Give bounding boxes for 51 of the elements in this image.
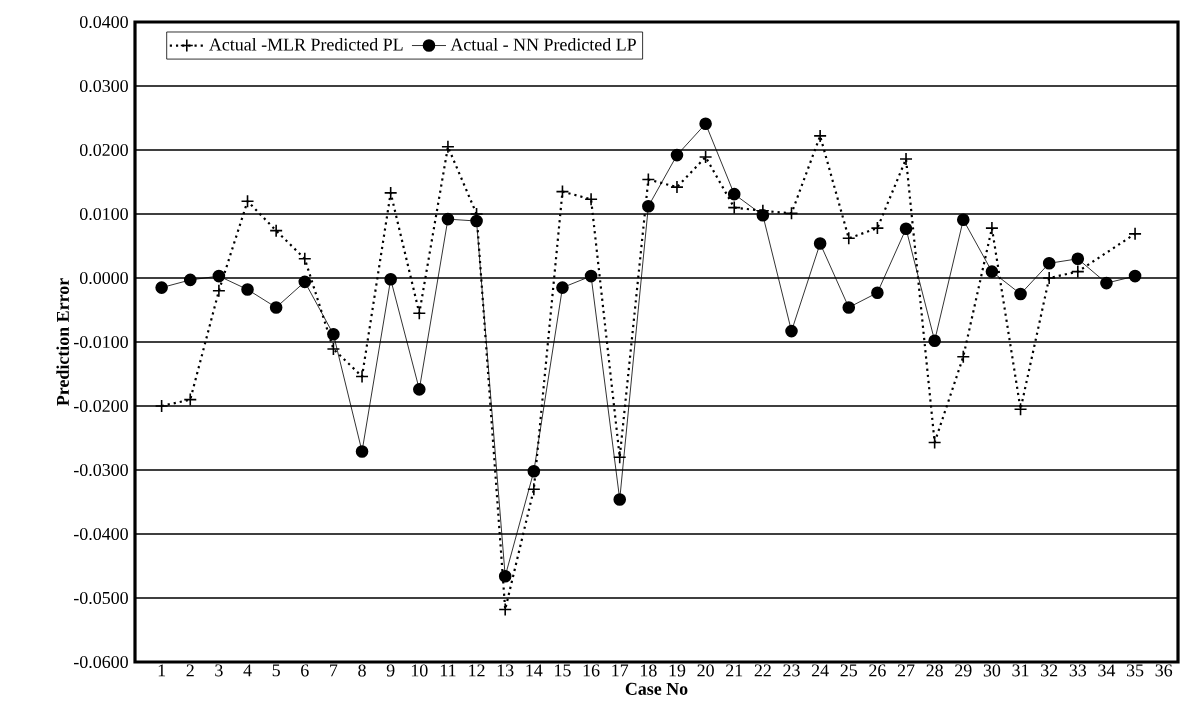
x-tick-label: 3 xyxy=(215,664,223,677)
x-tick-label: 30 xyxy=(983,664,1001,677)
x-tick-label: 5 xyxy=(272,664,280,677)
y-tick-label: 0.0100 xyxy=(80,207,128,221)
x-tick-label: 10 xyxy=(411,664,428,677)
y-tick-label: -0.0500 xyxy=(73,591,128,605)
y-tick-label: 0.0000 xyxy=(80,271,128,285)
x-tick-label: 1 xyxy=(158,664,166,677)
x-tick-label: 33 xyxy=(1069,664,1087,677)
x-tick-label: 7 xyxy=(330,664,338,677)
x-tick-label: 26 xyxy=(869,664,886,677)
x-tick-label: 35 xyxy=(1126,664,1144,677)
x-tick-label: 21 xyxy=(726,664,743,677)
x-tick-label: 4 xyxy=(243,664,252,677)
x-tick-label: 34 xyxy=(1098,664,1116,677)
x-tick-label: 23 xyxy=(783,664,800,677)
x-tick-label: 13 xyxy=(497,664,514,677)
x-tick-label: 25 xyxy=(840,664,858,677)
x-tick-label: 15 xyxy=(555,664,571,677)
y-tick-label: -0.0600 xyxy=(73,655,128,669)
x-tick-label: 19 xyxy=(669,664,686,677)
x-axis-title: Case No xyxy=(625,682,688,695)
x-tick-label: 11 xyxy=(440,664,456,677)
x-tick-label: 32 xyxy=(1041,664,1058,677)
x-tick-label: 6 xyxy=(301,664,309,677)
x-tick-label: 8 xyxy=(358,664,366,677)
x-tick-label: 29 xyxy=(955,664,972,677)
y-tick-label: 0.0300 xyxy=(80,79,128,93)
x-tick-label: 20 xyxy=(697,664,714,677)
x-tick-label: 14 xyxy=(526,664,543,677)
x-tick-label: 27 xyxy=(897,664,915,677)
x-tick-label: 9 xyxy=(386,664,395,677)
legend-label: Actual -MLR Predicted PL xyxy=(209,37,403,51)
x-tick-label: 36 xyxy=(1155,664,1173,677)
y-axis-title: Prediction Error xyxy=(56,278,69,406)
x-tick-label: 16 xyxy=(583,664,600,677)
x-tick-label: 17 xyxy=(612,664,629,677)
legend-label: Actual - NN Predicted LP xyxy=(450,37,636,51)
y-tick-label: -0.0200 xyxy=(73,399,128,413)
x-tick-label: 12 xyxy=(469,664,485,677)
y-tick-label: -0.0100 xyxy=(73,335,128,349)
x-tick-label: 24 xyxy=(811,664,829,677)
x-tick-label: 31 xyxy=(1012,664,1029,677)
y-tick-label: 0.0400 xyxy=(80,15,128,29)
x-tick-label: 22 xyxy=(754,664,771,677)
y-tick-label: -0.0400 xyxy=(73,527,128,541)
x-tick-label: 28 xyxy=(926,664,943,677)
x-tick-label: 2 xyxy=(186,664,194,677)
y-tick-label: 0.0200 xyxy=(80,143,128,157)
y-tick-label: -0.0300 xyxy=(73,463,128,477)
x-tick-label: 18 xyxy=(640,664,657,677)
